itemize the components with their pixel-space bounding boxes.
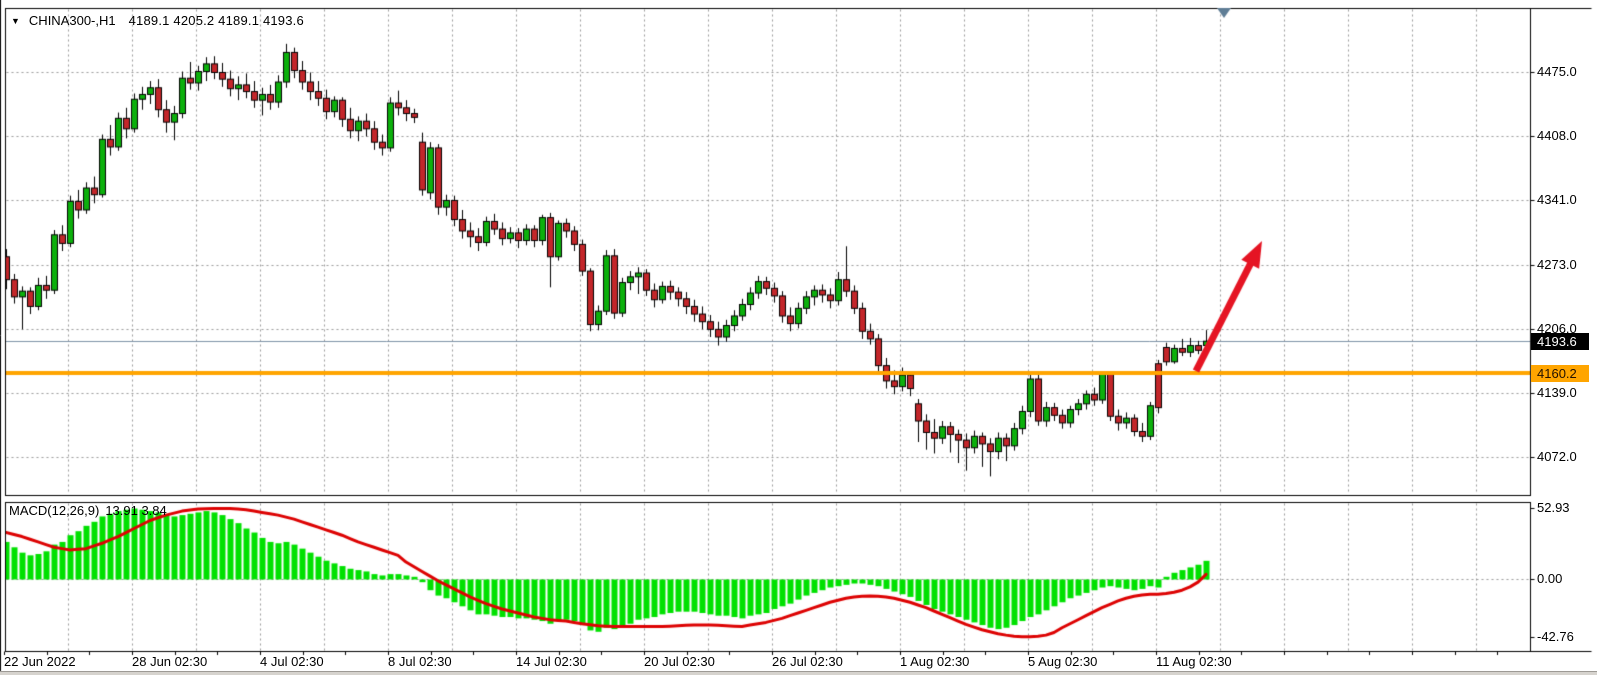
macd-axis[interactable]	[1531, 502, 1597, 651]
window-bottom-edge	[0, 671, 1597, 675]
price-axis[interactable]	[1531, 8, 1597, 495]
time-axis[interactable]	[0, 652, 1530, 670]
symbol-dropdown-icon[interactable]: ▼	[11, 16, 20, 26]
